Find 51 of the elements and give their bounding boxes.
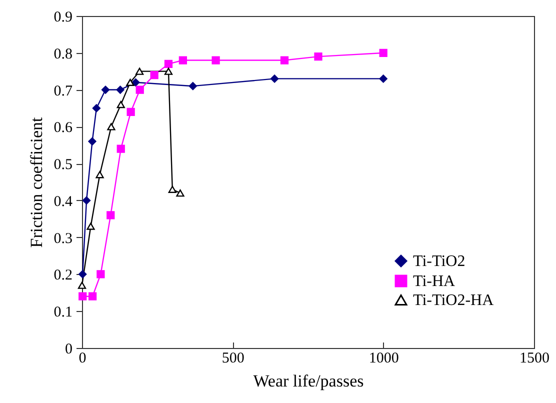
y-tick-label: 0.1	[54, 304, 72, 321]
point	[168, 186, 176, 193]
y-axis-title: Friction coefficient	[26, 117, 46, 248]
y-tick-label: 0.6	[54, 120, 73, 136]
legend-label: Ti-TiO2-HA	[413, 292, 494, 309]
point	[164, 60, 173, 68]
y-tick-label: 0.8	[54, 46, 72, 62]
point	[88, 137, 96, 146]
point	[92, 104, 101, 112]
point	[126, 108, 135, 116]
point	[379, 74, 388, 83]
point	[150, 70, 158, 80]
point	[379, 48, 388, 57]
y-tick-label: 0.7	[54, 83, 73, 100]
point	[86, 222, 95, 230]
x-tick-label: 0	[78, 350, 86, 366]
point	[116, 100, 125, 108]
point	[106, 211, 115, 220]
legend-label: Ti-TiO2	[413, 253, 466, 270]
x-tick-label: 1000	[368, 350, 399, 366]
point	[164, 68, 173, 75]
y-tick-label: 0.2	[54, 268, 72, 284]
y-tick-label: 0.3	[54, 230, 72, 247]
x-axis-title: Wear life/passes	[253, 372, 364, 390]
point	[135, 68, 144, 75]
point	[270, 74, 279, 83]
point	[78, 270, 87, 278]
point	[116, 86, 124, 94]
point	[176, 189, 184, 197]
point	[116, 144, 125, 153]
point	[78, 292, 87, 300]
point	[82, 196, 91, 205]
point	[126, 78, 134, 86]
point	[132, 78, 140, 86]
point	[280, 56, 289, 64]
x-tick-label: 1500	[520, 350, 550, 366]
y-tick-label: 0.4	[54, 194, 73, 210]
y-tick-label: 0.5	[54, 157, 72, 174]
point	[107, 123, 116, 130]
point	[188, 82, 197, 90]
point	[136, 86, 144, 94]
y-tick-label: 0.9	[54, 10, 72, 26]
point	[314, 52, 322, 61]
point	[101, 86, 110, 94]
x-tick-label: 500	[222, 350, 244, 366]
point	[96, 171, 104, 178]
legend-label: Ti-HA	[413, 273, 456, 290]
point	[88, 292, 97, 300]
point	[212, 56, 220, 64]
point	[178, 56, 188, 64]
point	[96, 270, 105, 278]
